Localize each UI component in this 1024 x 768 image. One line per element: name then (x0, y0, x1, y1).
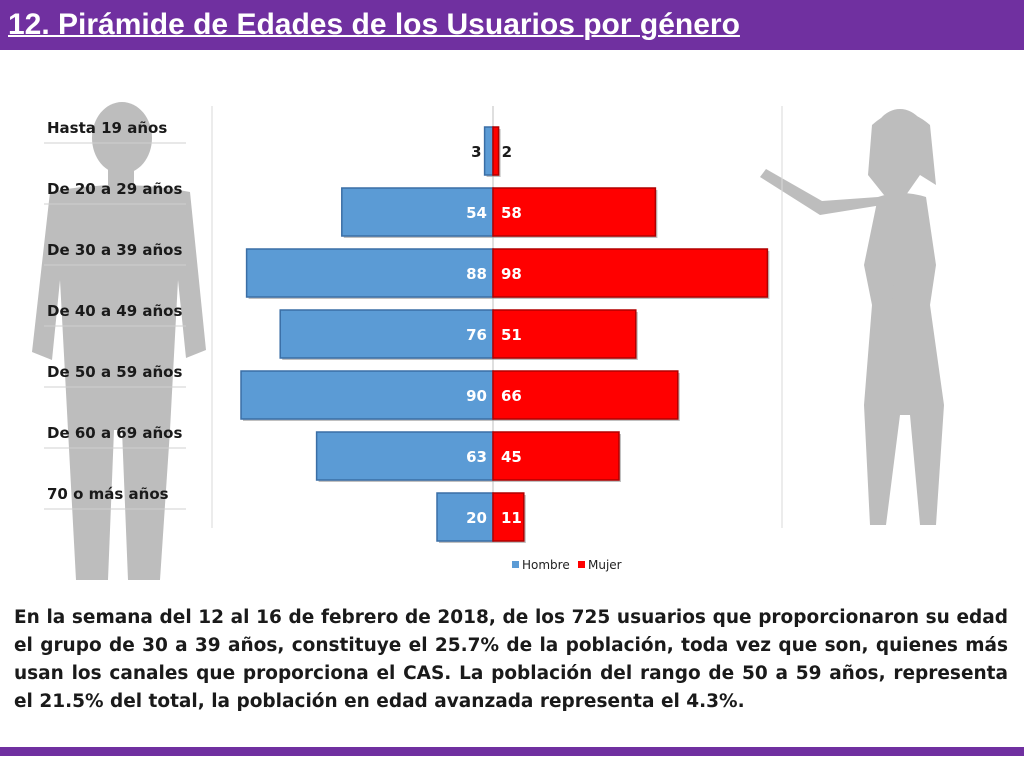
bar-mujer (492, 187, 657, 237)
category-label: De 30 a 39 años (47, 241, 182, 259)
data-label-mujer: 58 (501, 204, 522, 222)
description-text: En la semana del 12 al 16 de febrero de … (14, 607, 1008, 712)
category-labels: Hasta 19 años De 20 a 29 años De 30 a 39 a… (44, 119, 186, 510)
category-label: De 60 a 69 años (47, 424, 182, 442)
legend-label: Mujer (588, 558, 622, 572)
data-label-mujer: 11 (501, 509, 522, 527)
category-label: De 20 a 29 años (47, 180, 182, 198)
title-bar: 12. Pirámide de Edades de los Usuarios p… (0, 0, 1024, 50)
data-label-hombre: 54 (466, 204, 487, 222)
data-label-mujer: 98 (501, 265, 522, 283)
legend: Hombre Mujer (512, 558, 622, 572)
bar-mujer (492, 248, 769, 298)
bar-mujer (492, 370, 679, 420)
page-title: 12. Pirámide de Edades de los Usuarios p… (8, 8, 740, 41)
data-label-hombre: 63 (466, 448, 487, 466)
male-silhouette-icon (32, 102, 206, 580)
bar-hombre (436, 492, 494, 542)
data-label-hombre: 88 (466, 265, 487, 283)
data-label-hombre: 20 (466, 509, 487, 527)
category-label: De 40 a 49 años (47, 302, 182, 320)
category-label: 70 o más años (47, 485, 169, 503)
legend-label: Hombre (522, 558, 570, 572)
bar-hombre (245, 248, 494, 298)
bar-hombre (240, 370, 494, 420)
bar-hombre (483, 126, 494, 176)
bar-hombre (279, 309, 494, 359)
bottom-bar (0, 747, 1024, 756)
legend-swatch (512, 561, 519, 568)
bar-hombre (341, 187, 494, 237)
value-labels: 3 2 54 58 88 98 76 51 90 66 63 45 20 11 (466, 143, 522, 527)
data-label-mujer: 45 (501, 448, 522, 466)
female-silhouette-icon (760, 109, 944, 525)
data-label-hombre: 90 (466, 387, 487, 405)
bar-mujer (492, 431, 620, 481)
legend-swatch (578, 561, 585, 568)
data-label-mujer: 51 (501, 326, 522, 344)
bars (240, 126, 770, 543)
data-label-hombre: 3 (471, 143, 481, 161)
data-label-mujer: 2 (502, 143, 512, 161)
bar-mujer (492, 492, 525, 542)
pyramid-chart: Hasta 19 años De 20 a 29 años De 30 a 39 a… (44, 106, 783, 572)
data-label-hombre: 76 (466, 326, 487, 344)
bar-mujer (492, 126, 500, 176)
category-label: Hasta 19 años (47, 119, 167, 137)
bar-hombre (315, 431, 494, 481)
category-label: De 50 a 59 años (47, 363, 182, 381)
data-label-mujer: 66 (501, 387, 522, 405)
bar-mujer (492, 309, 637, 359)
